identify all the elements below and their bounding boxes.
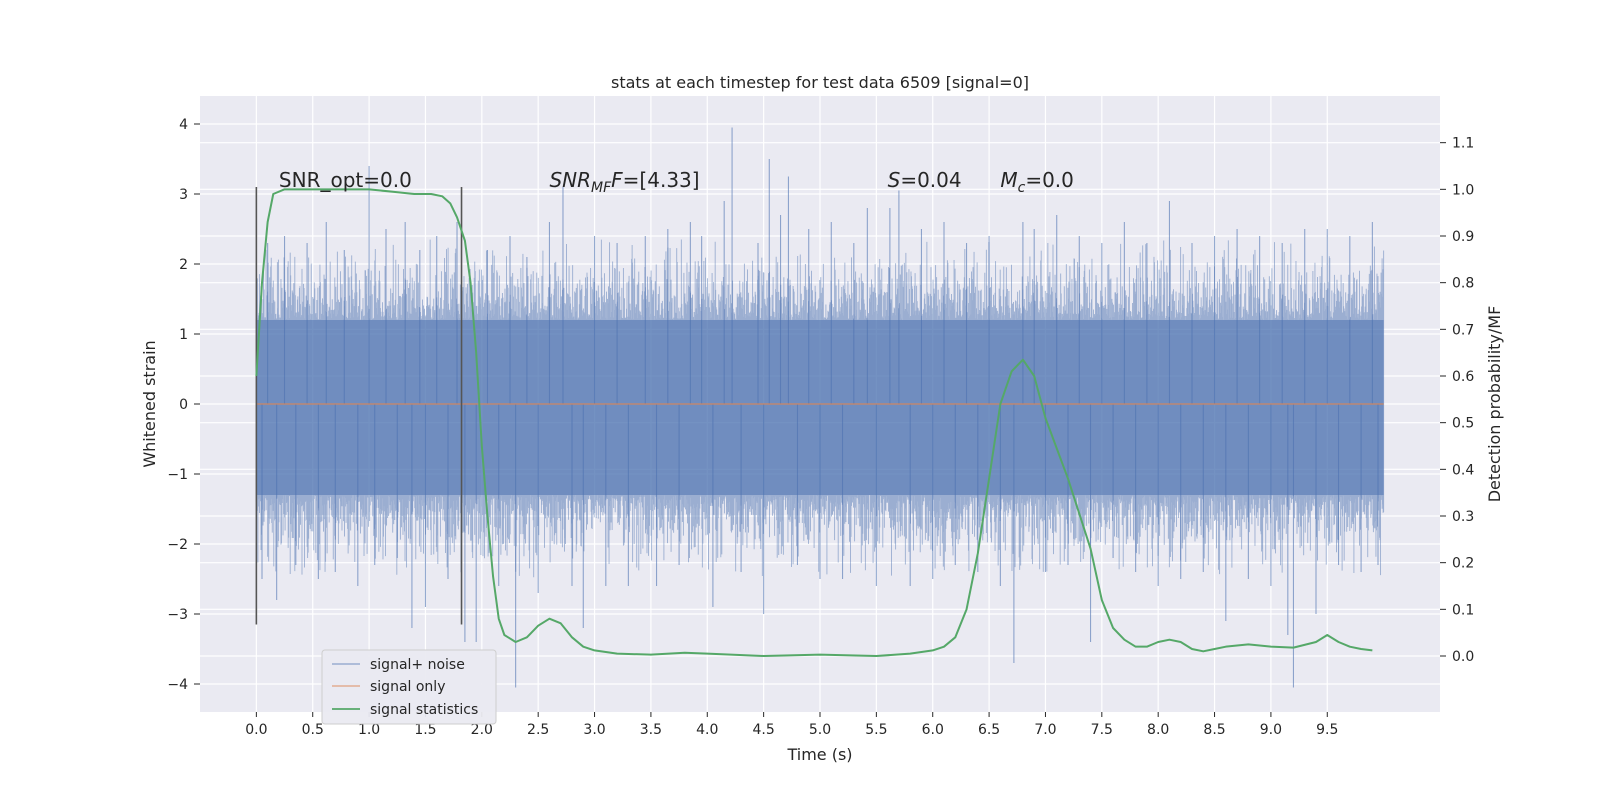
y2-tick-label-6: 0.6 <box>1452 369 1474 385</box>
x-tick-label-11: 5.5 <box>865 722 887 738</box>
x-tick-label-7: 3.5 <box>640 722 662 738</box>
x-tick-label-12: 6.0 <box>922 722 944 738</box>
x-tick-label-17: 8.5 <box>1203 722 1225 738</box>
y2-tick-label-0: 0.0 <box>1452 649 1474 665</box>
x-tick-label-14: 7.0 <box>1034 722 1056 738</box>
legend-label-signal-noise: signal+ noise <box>370 657 465 673</box>
y2-axis: 0.0 0.1 0.2 0.3 0.4 0.5 0.6 0.7 0.8 0.9 1.0 1.1 <box>1440 136 1474 665</box>
annotation-0: SNR_opt=0.0 <box>279 168 412 192</box>
legend-box <box>321 649 497 725</box>
x-tick-label-6: 3.0 <box>583 722 605 738</box>
marker-lines <box>255 187 463 625</box>
y-tick-label-1: −3 <box>167 607 188 623</box>
x-axis: 0.0 0.5 1.0 1.5 2.0 2.5 3.0 3.5 4.0 4.5 5.0 5.5 6.0 6… <box>245 712 1338 738</box>
y2-tick-label-4: 0.4 <box>1452 462 1474 478</box>
signal-statistics-series <box>255 188 1373 657</box>
x-tick-label-3: 1.5 <box>414 722 436 738</box>
x-tick-label-9: 4.5 <box>753 722 775 738</box>
x-tick-label-19: 9.5 <box>1316 722 1338 738</box>
y-axis-label: Whitened strain <box>140 340 159 467</box>
y-tick-label-4: 0 <box>179 397 188 413</box>
x-tick-label-8: 4.0 <box>696 722 718 738</box>
x-tick-label-0: 0.0 <box>245 722 267 738</box>
x-tick-label-13: 6.5 <box>978 722 1000 738</box>
legend-label-signal-statistics: signal statistics <box>370 702 478 718</box>
x-tick-label-16: 8.0 <box>1147 722 1169 738</box>
annotation-1: SNRMFF=[4.33] <box>549 168 699 196</box>
y2-tick-label-1: 0.1 <box>1452 602 1474 618</box>
y2-tick-label-11: 1.1 <box>1452 136 1474 152</box>
x-tick-label-15: 7.5 <box>1091 722 1113 738</box>
strain-series <box>255 127 1385 688</box>
y2-tick-label-3: 0.3 <box>1452 509 1474 525</box>
x-tick-label-1: 0.5 <box>302 722 324 738</box>
y-tick-label-5: 1 <box>179 327 188 343</box>
y-axis: −4 −3 −2 −1 0 1 2 3 4 <box>167 117 200 693</box>
y2-tick-label-2: 0.2 <box>1452 556 1474 572</box>
y2-tick-label-9: 0.9 <box>1452 229 1474 245</box>
chart-title: stats at each timestep for test data 650… <box>611 73 1029 92</box>
x-tick-label-10: 5.0 <box>809 722 831 738</box>
y-tick-label-6: 2 <box>179 257 188 273</box>
annotation-3: Mc=0.0 <box>1000 168 1074 196</box>
y2-tick-label-5: 0.5 <box>1452 416 1474 432</box>
y-tick-label-0: −4 <box>167 677 188 693</box>
x-tick-label-18: 9.0 <box>1260 722 1282 738</box>
y-tick-label-2: −2 <box>167 537 188 553</box>
y2-tick-label-8: 0.8 <box>1452 276 1474 292</box>
y2-tick-label-7: 0.7 <box>1452 322 1474 338</box>
y-tick-label-3: −1 <box>167 467 188 483</box>
signal-statistics-line <box>255 188 1373 657</box>
x-axis-label: Time (s) <box>786 745 852 764</box>
y-tick-label-8: 4 <box>179 117 188 133</box>
x-tick-label-5: 2.5 <box>527 722 549 738</box>
x-tick-label-2: 1.0 <box>358 722 380 738</box>
y-tick-label-7: 3 <box>179 187 188 203</box>
legend-label-signal-only: signal only <box>370 679 445 695</box>
annotation-2: S=0.04 <box>888 168 962 192</box>
annotations: SNR_opt=0.0 SNRMFF=[4.33] S=0.04 Mc=0.0 <box>279 168 1074 196</box>
legend: signal+ noise signal only signal statist… <box>321 649 497 725</box>
x-tick-label-4: 2.0 <box>471 722 493 738</box>
y2-tick-label-10: 1.0 <box>1452 182 1474 198</box>
y2-axis-label: Detection probability/MF <box>1485 306 1504 503</box>
